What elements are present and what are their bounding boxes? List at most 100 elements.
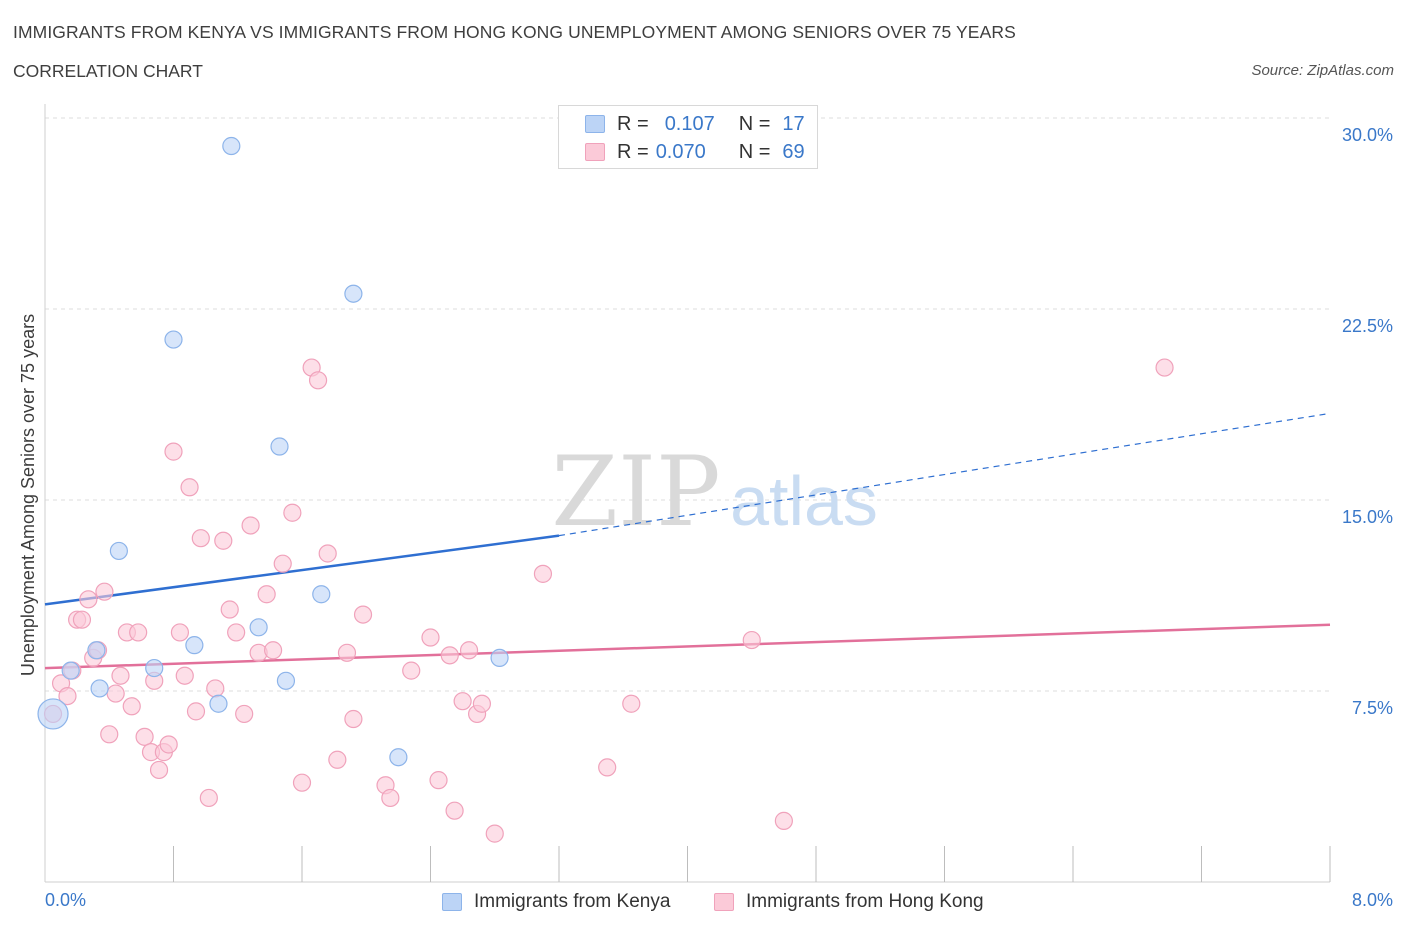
- hongkong-point-31: [220, 600, 239, 619]
- hongkong-point-44: [328, 750, 347, 769]
- kenya-points: [37, 136, 509, 767]
- hongkong-point-32: [227, 623, 246, 642]
- hongkong-point-49: [381, 788, 400, 808]
- kenya-n-label: N =: [738, 112, 771, 135]
- hongkong-point-2: [58, 686, 77, 706]
- y-tick-label-1: 15.0%: [1342, 507, 1393, 527]
- y-tick-label-0: 7.5%: [1352, 698, 1393, 718]
- kenya-point-15: [389, 748, 408, 767]
- hongkong-point-19: [149, 760, 169, 780]
- watermark-atlas: atlas: [730, 462, 878, 540]
- hongkong-point-55: [453, 692, 472, 711]
- hongkong-point-59: [485, 824, 504, 843]
- hongkong-points: [43, 358, 1174, 843]
- kenya-trend-extension: [558, 412, 1331, 537]
- hongkong-n-value: 69: [782, 140, 805, 163]
- hongkong-point-64: [774, 811, 793, 830]
- y-axis-label: Unemployment Among Seniors over 75 years: [18, 314, 38, 676]
- hongkong-point-39: [283, 503, 302, 522]
- bottom-kenya-swatch: [442, 893, 462, 911]
- hongkong-point-37: [263, 641, 283, 660]
- hongkong-point-58: [472, 694, 491, 713]
- kenya-n-value: 17: [782, 112, 805, 135]
- kenya-point-11: [270, 437, 289, 456]
- hongkong-point-29: [206, 679, 225, 698]
- bottom-hongkong-label: Immigrants from Hong Kong: [746, 891, 984, 912]
- kenya-point-9: [222, 136, 241, 156]
- hongkong-point-56: [459, 641, 479, 660]
- hongkong-point-33: [235, 704, 254, 724]
- hongkong-point-6: [79, 590, 98, 609]
- kenya-r-label: R =: [617, 112, 649, 135]
- kenya-point-7: [185, 636, 204, 655]
- x-tick-min: 0.0%: [45, 890, 87, 910]
- y-tick-label-2: 22.5%: [1342, 316, 1393, 336]
- hongkong-point-45: [337, 643, 357, 662]
- hongkong-point-53: [440, 646, 459, 665]
- kenya-point-10: [249, 618, 268, 637]
- legend-row-hongkong: R = 0.070 N = 69: [585, 140, 805, 164]
- stats-legend: R = 0.107 N = 17 R = 0.070 N = 69: [558, 105, 818, 169]
- axes: [44, 104, 1331, 883]
- y-tick-labels: 7.5% 15.0% 22.5% 30.0%: [1342, 125, 1393, 718]
- legend-row-kenya: R = 0.107 N = 17: [585, 112, 805, 136]
- kenya-point-1: [61, 661, 80, 680]
- hongkong-point-36: [257, 585, 276, 604]
- hongkong-point-34: [241, 516, 260, 535]
- kenya-swatch: [585, 115, 605, 133]
- hongkong-point-40: [292, 773, 312, 792]
- hongkong-r-value: 0.070: [655, 140, 706, 163]
- hongkong-point-54: [445, 801, 464, 820]
- hongkong-r-label: R =: [617, 140, 649, 163]
- hongkong-point-23: [170, 623, 190, 642]
- hongkong-point-14: [122, 697, 141, 716]
- hongkong-point-51: [421, 628, 440, 647]
- hongkong-point-61: [598, 758, 617, 777]
- hongkong-point-21: [159, 735, 178, 754]
- hongkong-point-46: [344, 709, 363, 729]
- hongkong-point-52: [429, 771, 448, 790]
- kenya-point-14: [344, 284, 363, 303]
- hongkong-point-28: [199, 788, 218, 808]
- y-tick-label-3: 30.0%: [1342, 125, 1393, 145]
- chart-subtitle: CORRELATION CHART: [13, 61, 203, 81]
- kenya-point-8: [209, 694, 228, 713]
- hongkong-point-42: [308, 371, 328, 390]
- x-tick-max: 8.0%: [1351, 890, 1393, 910]
- hongkong-point-12: [111, 666, 130, 685]
- kenya-r-value: 0.107: [664, 112, 715, 135]
- grid-lines: [45, 117, 1330, 692]
- kenya-trend-line: [44, 534, 560, 606]
- hongkong-swatch: [585, 143, 605, 161]
- hongkong-point-30: [214, 531, 233, 550]
- kenya-point-0: [37, 698, 69, 730]
- hongkong-point-16: [135, 727, 154, 746]
- bottom-hongkong-swatch: [714, 893, 734, 911]
- hongkong-point-47: [353, 605, 373, 624]
- kenya-point-16: [490, 648, 509, 667]
- kenya-point-3: [109, 541, 128, 561]
- hongkong-point-24: [175, 666, 194, 685]
- hongkong-point-22: [164, 442, 183, 461]
- bottom-legend-kenya: Immigrants from Kenya: [442, 889, 670, 915]
- hongkong-n-label: N =: [738, 140, 771, 163]
- kenya-point-13: [312, 585, 331, 604]
- hongkong-point-63: [742, 630, 761, 650]
- watermark: ZIP atlas: [551, 436, 878, 548]
- y-axis-label-wrap: Unemployment Among Seniors over 75 years: [18, 110, 40, 880]
- watermark-zip: ZIP: [551, 436, 720, 548]
- kenya-point-5: [145, 658, 164, 678]
- hongkong-point-65: [1155, 358, 1174, 377]
- hongkong-point-27: [191, 529, 210, 548]
- source-credit: Source: ZipAtlas.com: [1251, 62, 1394, 79]
- hongkong-point-11: [106, 684, 125, 703]
- hongkong-point-26: [186, 702, 206, 721]
- hongkong-point-60: [533, 564, 553, 583]
- hongkong-point-15: [129, 623, 148, 642]
- hongkong-point-9: [95, 582, 114, 601]
- kenya-point-6: [164, 330, 183, 349]
- hongkong-point-10: [100, 725, 119, 744]
- bottom-legend-hongkong: Immigrants from Hong Kong: [714, 889, 984, 915]
- bottom-kenya-label: Immigrants from Kenya: [474, 891, 671, 912]
